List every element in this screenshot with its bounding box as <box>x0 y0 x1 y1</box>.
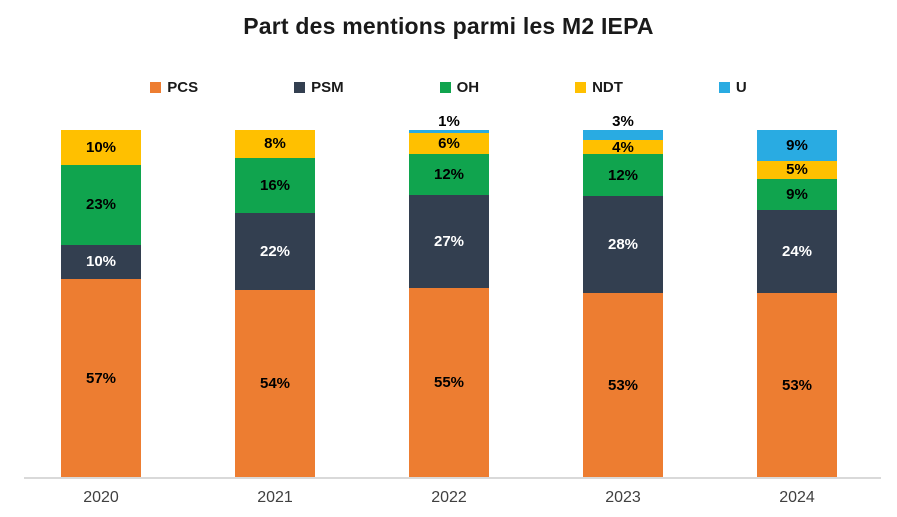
x-axis-line <box>24 477 881 479</box>
segment-label: 10% <box>85 253 117 271</box>
segment-label: 55% <box>433 374 465 392</box>
bar-segment-ndt: 5% <box>757 161 837 179</box>
legend-swatch-psm <box>294 82 306 93</box>
segment-label: 57% <box>85 369 117 387</box>
legend-item-oh: OH <box>439 79 480 96</box>
legend-label: OH <box>456 79 480 96</box>
bar-segment-oh: 16% <box>235 157 315 214</box>
segment-label: 12% <box>607 166 639 184</box>
legend-label: U <box>735 79 747 96</box>
bar-segment-ndt: 6% <box>409 133 489 155</box>
x-axis-label: 2021 <box>257 489 293 506</box>
segment-label-above: 3% <box>612 113 634 130</box>
segment-label: 9% <box>786 185 808 203</box>
bar-2020: 57% 10% 23% 10% <box>61 130 141 477</box>
segment-label: 24% <box>781 242 813 260</box>
bar-2024: 53% 24% 9% 5% 9% <box>757 130 837 477</box>
segment-label: 5% <box>786 161 808 179</box>
segment-label: 6% <box>438 135 460 153</box>
bar-2023: 53% 28% 12% 4% 3% <box>583 114 663 477</box>
segment-label: 28% <box>607 236 639 254</box>
x-axis-label: 2020 <box>83 489 119 506</box>
bar-segment-u: 9% <box>757 130 837 162</box>
legend-label: PSM <box>311 79 344 96</box>
legend-label: PCS <box>167 79 199 96</box>
bar-segment-ndt: 4% <box>583 138 663 156</box>
bar-segment-pcs: 54% <box>235 289 315 477</box>
bar-segment-oh: 23% <box>61 164 141 245</box>
chart-title: Part des mentions parmi les M2 IEPA <box>243 13 654 39</box>
segment-label-above: 1% <box>438 113 460 130</box>
chart-legend: PCS PSM OH NDT U <box>0 79 897 96</box>
bar-segment-oh: 9% <box>757 178 837 210</box>
x-axis-label: 2022 <box>431 489 467 506</box>
segment-label: 12% <box>433 166 465 184</box>
legend-swatch-ndt <box>575 82 587 93</box>
segment-label: 54% <box>259 374 291 392</box>
segment-label: 22% <box>259 242 291 260</box>
bar-segment-u <box>583 130 663 141</box>
segment-label: 53% <box>607 376 639 394</box>
segment-label: 53% <box>781 376 813 394</box>
bar-segment-oh: 12% <box>583 154 663 196</box>
bar-segment-psm: 10% <box>61 244 141 280</box>
bar-segment-psm: 27% <box>409 195 489 289</box>
bar-2022: 55% 27% 12% 6% 1% <box>409 114 489 477</box>
segment-label: 10% <box>85 138 117 156</box>
bar-segment-pcs: 57% <box>61 279 141 477</box>
bar-segment-psm: 28% <box>583 195 663 294</box>
segment-label: 4% <box>612 138 634 156</box>
legend-swatch-pcs <box>150 82 162 93</box>
legend-item-ndt: NDT <box>575 79 623 96</box>
legend-item-pcs: PCS <box>150 79 198 96</box>
legend-item-u: U <box>718 79 747 96</box>
segment-label: 23% <box>85 196 117 214</box>
x-axis-label: 2023 <box>605 489 641 506</box>
bar-segment-psm: 22% <box>235 213 315 290</box>
segment-label: 9% <box>786 137 808 155</box>
bar-segment-ndt: 10% <box>61 130 141 165</box>
segment-label: 27% <box>433 233 465 251</box>
segment-label: 16% <box>259 177 291 195</box>
bar-segment-pcs: 55% <box>409 288 489 477</box>
bar-segment-pcs: 53% <box>583 293 663 477</box>
bar-segment-u <box>409 130 489 134</box>
bar-2021: 54% 22% 16% 8% <box>235 130 315 477</box>
bar-segment-psm: 24% <box>757 209 837 294</box>
legend-swatch-u <box>718 82 730 93</box>
legend-item-psm: PSM <box>294 79 344 96</box>
legend-label: NDT <box>592 79 623 96</box>
bar-segment-pcs: 53% <box>757 293 837 477</box>
segment-label: 8% <box>264 135 286 153</box>
x-axis-label: 2024 <box>779 489 815 506</box>
bar-segment-oh: 12% <box>409 154 489 196</box>
legend-swatch-oh <box>439 82 451 93</box>
bar-segment-ndt: 8% <box>235 130 315 158</box>
